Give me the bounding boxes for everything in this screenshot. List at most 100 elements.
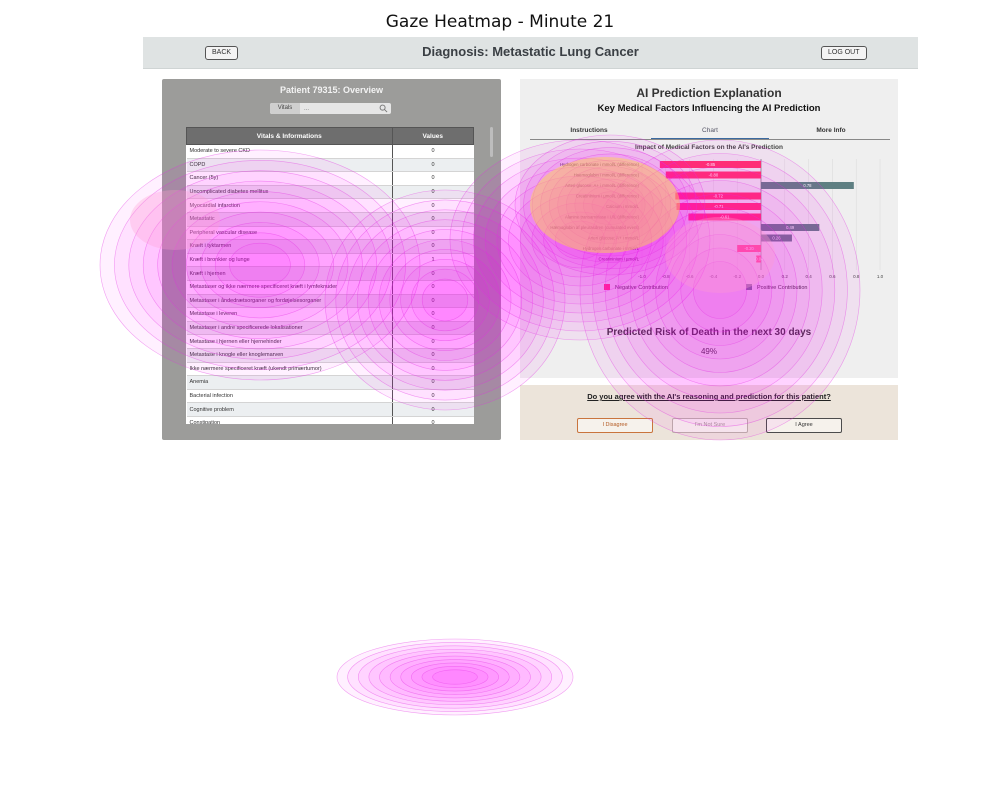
vital-value: 0: [391, 416, 474, 424]
table-scrollbar[interactable]: [490, 127, 493, 157]
search-category-select[interactable]: Vitals: [270, 103, 300, 114]
x-tick-label: 0.2: [782, 274, 789, 279]
ai-panel-subtitle: Key Medical Factors Influencing the AI P…: [597, 103, 821, 114]
vital-name: Metastase i knogle eller knoglemarven: [186, 348, 392, 363]
vital-name: Metastase i leveren: [186, 307, 392, 322]
agreement-question: Do you agree with the AI's reasoning and…: [587, 392, 831, 401]
chart-bar: [659, 161, 761, 168]
top-bar: BACK Diagnosis: Metastatic Lung Cancer L…: [143, 37, 918, 69]
tab-instructions[interactable]: Instructions: [570, 127, 608, 134]
table-row: Metastatic 0: [186, 212, 474, 227]
contour-ring: [389, 655, 521, 699]
table-row: Cancer (5y) 0: [186, 171, 474, 186]
contour-ring: [368, 648, 542, 706]
tab-more-info[interactable]: More Info: [816, 127, 846, 134]
vital-value: 0: [391, 375, 474, 390]
category-label: Haemoglobin i mmol/L (difference): [574, 173, 640, 178]
vital-value: 0: [391, 198, 474, 213]
search-icon[interactable]: [379, 104, 388, 113]
vitals-table: Vitals & Informations Values Moderate to…: [186, 127, 474, 424]
ai-panel-title: AI Prediction Explanation: [636, 86, 782, 100]
table-row: Anemia 0: [186, 375, 474, 390]
category-label: Hæmoglobin af pleurasdren (cumulated eve…: [550, 225, 639, 230]
vital-name: Kræft i hjernen: [186, 266, 392, 281]
data-label: -0.80: [709, 173, 719, 178]
vital-name: COPD: [186, 158, 392, 173]
vital-name: Uncomplicated diabetes mellitus: [186, 185, 392, 200]
vital-value: 0: [391, 266, 474, 281]
category-label: Creatininium i µmol/L (difference): [576, 194, 640, 199]
table-row: Cognitive problem 0: [186, 402, 474, 417]
chart-title: Impact of Medical Factors on the AI's Pr…: [635, 144, 783, 151]
table-row: Constipation 0: [186, 416, 474, 424]
data-label: -0.04: [754, 257, 764, 262]
legend-swatch-positive: [746, 284, 752, 290]
logout-button[interactable]: LOG OUT: [821, 46, 867, 60]
category-label: Creatininium i µmol/L: [599, 257, 640, 262]
legend-label: Negative Contribution: [615, 285, 668, 291]
factor-impact-chart: Impact of Medical Factors on the AI's Pr…: [550, 144, 884, 291]
x-tick-label: -1.0: [638, 274, 646, 279]
agreement-panel: Do you agree with the AI's reasoning and…: [520, 385, 898, 440]
vital-name: Moderate to severe CKD: [186, 144, 392, 159]
patient-title: Patient 79315: Overview: [279, 85, 384, 95]
chart-bar: [665, 171, 761, 179]
table-row: Uncomplicated diabetes mellitus 0: [186, 185, 474, 200]
vital-name: Peripheral vascular disease: [186, 226, 392, 241]
category-label: Hydrogen carbonate i mmol/L (difference): [560, 162, 640, 167]
back-button[interactable]: BACK: [205, 46, 239, 60]
legend-label: Positive Contribution: [757, 285, 807, 291]
data-label: 0.78: [803, 183, 812, 188]
table-row: Bacterial infection 0: [186, 389, 474, 404]
contour-ring: [421, 666, 489, 688]
vital-value: 0: [391, 334, 474, 349]
table-row: Moderate to severe CKD 0: [186, 144, 474, 159]
table-row: Metastaser og ikke nærmere specificeret …: [186, 280, 474, 295]
vital-value: 0: [391, 389, 474, 404]
vital-value: 0: [391, 362, 474, 377]
vital-name: Metastase i hjernen eller hjernehinder: [186, 334, 392, 349]
vital-name: Kræft i tyktarmen: [186, 239, 392, 254]
tab-chart[interactable]: Chart: [651, 125, 769, 139]
legend-swatch-negative: [604, 284, 610, 290]
table-row: Ikke nærmere specificeret kræft (ukendt …: [186, 362, 474, 377]
vital-name: Metastaser i andre specificerede lokalis…: [186, 321, 392, 336]
table-row: Metastase i leveren 0: [186, 307, 474, 322]
x-tick-label: 0.6: [829, 274, 836, 279]
table-row: COPD 0: [186, 158, 474, 173]
vital-name: Metastaser i åndedrætsorganer og fordøje…: [186, 294, 392, 309]
vitals-search: Vitals: [270, 103, 391, 114]
contour-ring: [400, 659, 510, 695]
vital-value: 0: [391, 185, 474, 200]
x-tick-label: -0.6: [686, 274, 694, 279]
table-row: Peripheral vascular disease 0: [186, 226, 474, 241]
x-tick-label: -0.8: [662, 274, 670, 279]
vital-name: Metastatic: [186, 212, 392, 227]
table-row: Kræft i bronkier og lunge 1: [186, 253, 474, 268]
x-tick-label: 0.4: [805, 274, 812, 279]
risk-title: Predicted Risk of Death in the next 30 d…: [606, 327, 812, 338]
table-row: Kræft i tyktarmen 0: [186, 239, 474, 254]
data-label: -0.71: [714, 204, 724, 209]
vital-value: 0: [391, 307, 474, 322]
disagree-button[interactable]: I Disagree: [577, 418, 653, 433]
data-label: 0.26: [772, 236, 781, 241]
vital-name: Metastaser og ikke nærmere specificeret …: [186, 280, 392, 295]
contour-ring: [347, 642, 563, 712]
category-label: Calcium i mmol/L: [606, 204, 640, 209]
vital-name: Anemia: [186, 375, 392, 390]
page-title: Diagnosis: Metastatic Lung Cancer: [422, 44, 639, 59]
vital-value: 0: [391, 144, 474, 159]
not-sure-button[interactable]: I'm Not Sure: [672, 418, 748, 433]
x-tick-label: 1.0: [877, 274, 884, 279]
search-input[interactable]: [301, 103, 375, 114]
agree-button[interactable]: I Agree: [766, 418, 842, 433]
chart-bar: [756, 255, 761, 263]
x-tick-label: 0.8: [853, 274, 860, 279]
tab-bar: Instructions Chart More Info: [530, 125, 890, 140]
vital-value: 0: [391, 226, 474, 241]
data-label: 0.49: [786, 225, 795, 230]
table-row: Metastase i hjernen eller hjernehinder 0: [186, 334, 474, 349]
vital-value: 0: [391, 239, 474, 254]
vital-name: Bacterial infection: [186, 389, 392, 404]
